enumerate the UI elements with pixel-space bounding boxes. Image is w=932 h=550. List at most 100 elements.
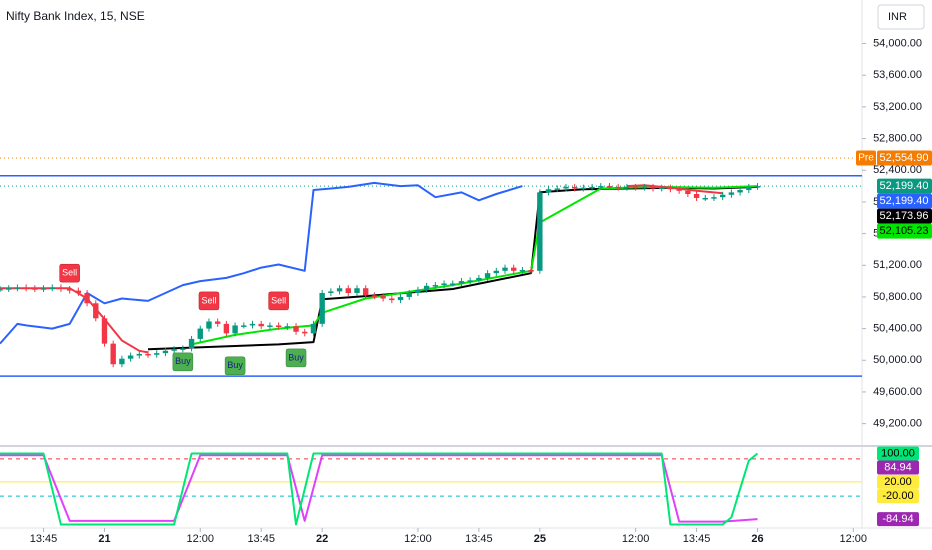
candle (241, 325, 247, 327)
candle (6, 288, 12, 290)
signal-marker (59, 263, 80, 283)
candle (110, 343, 116, 365)
candle (563, 186, 569, 189)
x-tick-label: 12:00 (186, 533, 214, 545)
candle (554, 188, 560, 190)
chart-title: Nifty Bank Index, 15, NSE (6, 9, 145, 23)
candle (0, 289, 3, 291)
candle (328, 291, 334, 293)
x-tick-label: 12:00 (404, 533, 432, 545)
candle (746, 186, 752, 191)
candle (606, 186, 613, 188)
candle (467, 280, 473, 282)
price-tag-prefix-box (856, 150, 876, 166)
y-tick-label: 50,400.00 (873, 323, 922, 335)
y-tick-label: 53,600.00 (873, 69, 922, 81)
indicator-line (147, 185, 758, 351)
oscillator-tag-label: 20.00 (884, 476, 912, 488)
candle (154, 353, 160, 355)
oscillator-tag-label: -84.94 (882, 513, 913, 525)
oscillator-tag (877, 489, 919, 504)
y-tick-label: 50,000.00 (873, 354, 922, 366)
candle (415, 289, 421, 293)
candle (188, 338, 195, 349)
candle (502, 267, 508, 271)
price-tag (877, 193, 932, 209)
candle (598, 186, 604, 188)
candle (319, 292, 325, 324)
price-tag (877, 150, 932, 166)
candle (754, 186, 761, 188)
oscillator-tag (877, 460, 919, 475)
candle (302, 331, 308, 334)
candle (275, 325, 282, 328)
x-tick-label: 13:45 (465, 533, 493, 545)
currency-label[interactable]: INR (888, 11, 907, 23)
candle (162, 350, 169, 354)
candle (371, 295, 378, 297)
signal-marker (285, 348, 307, 368)
candle (685, 190, 691, 194)
signal-marker (198, 291, 220, 311)
candle (650, 186, 656, 189)
price-tag-label: 52,173.96 (880, 210, 929, 222)
price-tag-label: 52,199.40 (880, 195, 929, 207)
candle (258, 323, 264, 327)
y-tick-label: 53,200.00 (873, 101, 922, 113)
signal-label: Buy (175, 356, 191, 366)
candle (659, 187, 665, 190)
candle (624, 186, 630, 189)
candle (293, 326, 299, 332)
y-tick-label: 49,600.00 (873, 386, 922, 398)
currency-button[interactable] (877, 4, 925, 30)
signal-label: Sell (62, 268, 77, 278)
candle (93, 303, 99, 319)
candle (432, 285, 439, 287)
candle (476, 277, 482, 281)
x-tick-label: 13:45 (247, 533, 275, 545)
candle (441, 283, 447, 286)
candle (66, 289, 73, 291)
candle (197, 328, 203, 339)
candle (23, 287, 29, 289)
candle (728, 192, 735, 195)
x-tick-label: 25 (534, 533, 546, 545)
oscillator-tag (877, 512, 919, 527)
candle (336, 288, 343, 292)
oscillator-tag-label: 100.00 (881, 447, 915, 459)
candle (101, 318, 108, 344)
price-tag-label: 52,105.23 (880, 225, 929, 237)
candle (206, 321, 212, 329)
candle (545, 189, 552, 193)
candle (693, 193, 700, 198)
candle (171, 349, 177, 351)
x-tick-label: 13:45 (30, 533, 58, 545)
candle (119, 358, 125, 365)
plot-area: Sell Sell Sell Buy Buy Buy (0, 157, 862, 377)
candle (249, 323, 256, 326)
candle (458, 281, 465, 284)
candle (345, 288, 351, 293)
candle (354, 288, 360, 293)
price-tag-label: 52,554.90 (880, 152, 929, 164)
candle (214, 321, 221, 324)
oscillator-tag-label: -20.00 (882, 490, 913, 502)
candle (641, 186, 648, 189)
candle (40, 288, 47, 290)
candle (136, 353, 143, 356)
x-tick-label: 12:00 (622, 533, 650, 545)
signal-marker (172, 352, 194, 372)
candle (450, 283, 456, 285)
candle (145, 353, 151, 356)
candle (711, 197, 717, 199)
signal-marker (224, 356, 246, 376)
candle (310, 323, 317, 334)
candle (232, 325, 238, 334)
y-tick-label: 52,800.00 (873, 132, 922, 144)
candle (84, 292, 90, 304)
candle (589, 186, 595, 189)
oscillator-line (0, 452, 759, 526)
candle (702, 197, 708, 200)
candle (511, 267, 517, 271)
